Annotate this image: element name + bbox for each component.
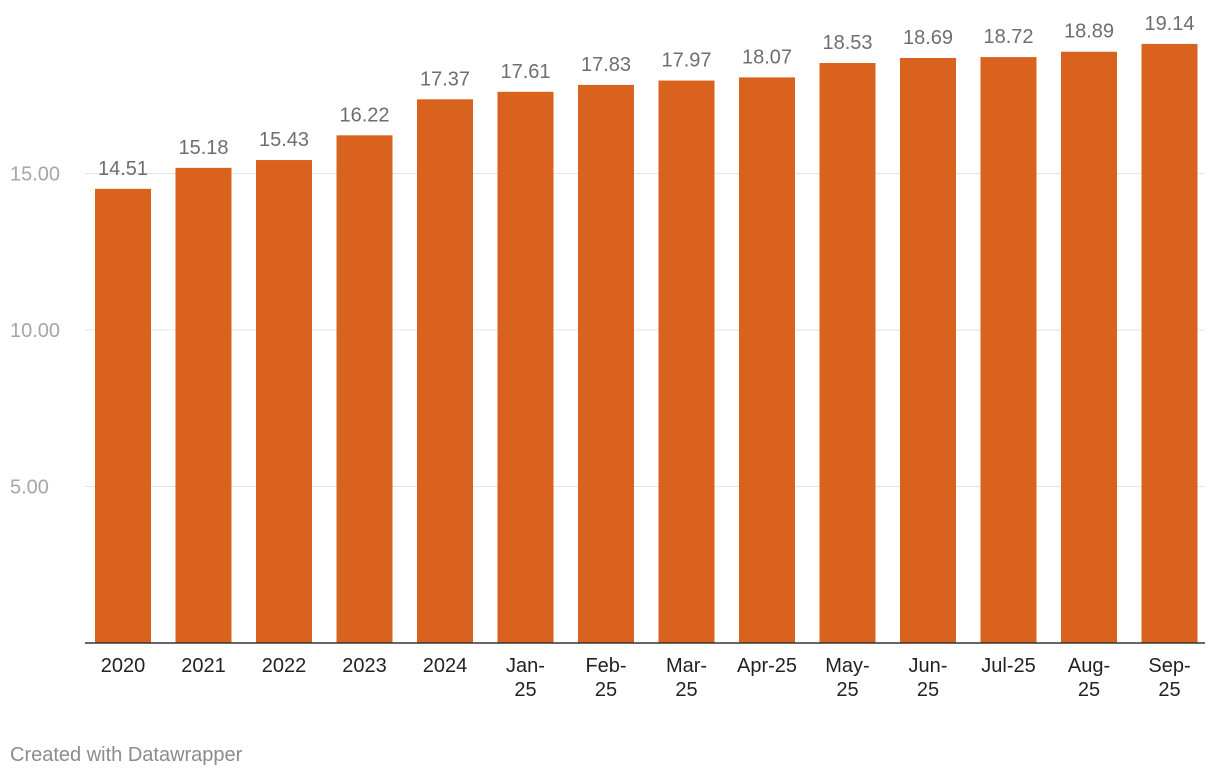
x-tick-label: Feb- (585, 655, 626, 677)
bar (578, 84, 634, 643)
value-label: 19.14 (1144, 13, 1194, 35)
x-tick-label: 2022 (262, 655, 307, 677)
x-tick-label: 25 (675, 679, 697, 701)
value-label: 18.07 (742, 46, 792, 68)
bar-chart: 5.00 10.00 15.00 14.51 2020 15.18 2021 15.43 202… (10, 13, 1205, 701)
value-label: 15.43 (259, 129, 309, 151)
x-tick-label: 2020 (101, 655, 146, 677)
y-tick-label: 5.00 (10, 477, 49, 499)
y-tick-label: 10.00 (10, 320, 60, 342)
bar (175, 167, 232, 643)
value-label: 18.53 (822, 32, 872, 54)
bar (497, 91, 554, 643)
x-tick-label: May- (825, 655, 869, 677)
bar (900, 58, 956, 644)
bar (417, 99, 473, 644)
x-tick-label: Aug- (1068, 655, 1110, 677)
x-tick-label: 2023 (342, 655, 387, 677)
value-label: 18.72 (983, 26, 1033, 48)
bar (1061, 51, 1117, 644)
x-tick-label: 2024 (423, 655, 468, 677)
x-tick-label: Apr-25 (737, 655, 797, 677)
y-tick-label: 15.00 (10, 164, 60, 186)
value-label: 15.18 (178, 137, 228, 159)
bar (739, 77, 795, 643)
value-label: 17.37 (420, 68, 470, 90)
x-tick-label: 25 (595, 679, 617, 701)
value-label: 16.22 (339, 104, 389, 126)
x-tick-label: 25 (917, 679, 939, 701)
bar (819, 63, 876, 644)
x-tick-label: 2021 (181, 655, 226, 677)
footer-credit: Created with Datawrapper (10, 744, 243, 766)
value-label: 18.89 (1064, 21, 1114, 43)
x-tick-label: Mar- (666, 655, 707, 677)
bar (256, 160, 312, 643)
value-label: 14.51 (98, 158, 148, 180)
bar (980, 57, 1037, 643)
value-label: 18.69 (903, 27, 953, 49)
bar (658, 80, 715, 643)
x-tick-label: Jun- (909, 655, 948, 677)
x-tick-label: Jan- (506, 655, 545, 677)
x-tick-label: 25 (836, 679, 858, 701)
bar (1141, 43, 1198, 644)
value-label: 17.97 (661, 50, 711, 72)
x-tick-label: 25 (1158, 679, 1180, 701)
bar (336, 135, 393, 643)
value-label: 17.83 (581, 54, 631, 76)
x-tick-label: Jul-25 (981, 655, 1035, 677)
x-tick-label: 25 (514, 679, 536, 701)
x-tick-label: 25 (1078, 679, 1100, 701)
bar (95, 188, 151, 643)
x-tick-label: Sep- (1148, 655, 1190, 677)
value-label: 17.61 (500, 61, 550, 83)
